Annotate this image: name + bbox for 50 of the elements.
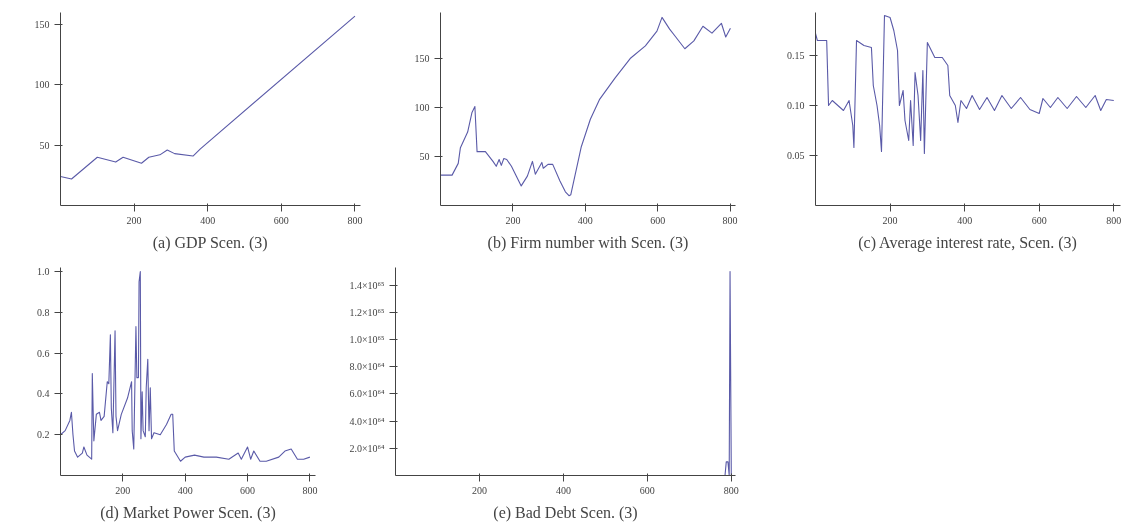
x-tick-label: 200 (471, 484, 487, 496)
y-tick-label: 1.0×10⁶⁵ (349, 334, 385, 346)
text: (b) Firm number with Scen. (3) (487, 233, 689, 252)
y-tick-label: 1.4×10⁶⁵ (349, 279, 385, 291)
y-tick-label: 0.4 (37, 388, 50, 400)
y-tick-label: 1.2×10⁶⁵ (349, 306, 385, 318)
y-tick-label: 6.0×10⁶⁴ (349, 388, 386, 400)
x-tick-label: 200 (882, 214, 898, 226)
text: (a) GDP Scen. (3) (152, 233, 268, 252)
x-tick-label: 200 (505, 214, 521, 226)
x-tick-label: 600 (650, 214, 666, 226)
y-tick-label: 150 (414, 53, 430, 65)
x-tick-label: 600 (240, 484, 256, 496)
line-series (440, 16, 731, 197)
y-tick-label: 8.0×10⁶⁴ (349, 361, 386, 373)
line-series (815, 14, 1115, 155)
y-tick-label: 50 (39, 139, 50, 151)
y-tick-label: 0.10 (787, 100, 805, 111)
y-tick-label: 100 (414, 102, 430, 114)
y-tick-label: 0.8 (37, 306, 50, 318)
line-series (60, 15, 356, 180)
line-series (60, 271, 311, 462)
x-tick-label: 800 (723, 484, 739, 496)
x-tick-label: 400 (577, 214, 593, 226)
text: (c) Average interest rate, Scen. (3) (858, 233, 1077, 252)
text: (d) Market Power Scen. (3) (100, 503, 276, 522)
x-tick-label: 800 (347, 214, 363, 226)
x-tick-label: 600 (273, 214, 289, 226)
x-tick-label: 400 (957, 214, 973, 226)
y-tick-label: 100 (34, 79, 50, 91)
x-tick-label: 200 (115, 484, 131, 496)
x-tick-label: 400 (200, 214, 216, 226)
x-tick-label: 800 (1106, 214, 1122, 226)
x-tick-label: 800 (722, 214, 738, 226)
y-tick-label: 150 (34, 19, 50, 31)
y-tick-label: 0.2 (37, 429, 50, 441)
text: (e) Bad Debt Scen. (3) (493, 503, 638, 522)
x-tick-label: 400 (177, 484, 193, 496)
y-tick-label: 0.6 (37, 347, 50, 359)
x-tick-label: 600 (1031, 214, 1047, 226)
y-tick-label: 1.0 (37, 266, 50, 278)
x-tick-label: 800 (302, 484, 318, 496)
x-tick-label: 400 (555, 484, 571, 496)
x-tick-label: 600 (639, 484, 655, 496)
y-tick-label: 4.0×10⁶⁴ (349, 415, 386, 427)
x-tick-label: 200 (126, 214, 142, 226)
y-tick-label: 0.15 (787, 50, 805, 61)
y-tick-label: 50 (419, 151, 430, 163)
y-tick-label: 2.0×10⁶⁴ (349, 442, 386, 454)
y-tick-label: 0.05 (787, 150, 805, 161)
